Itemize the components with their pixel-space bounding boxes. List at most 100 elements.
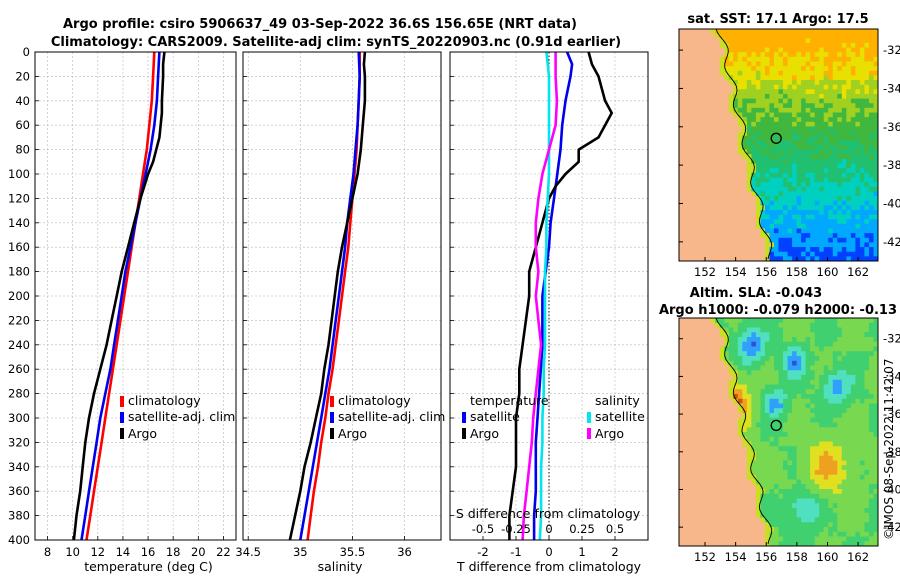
map-cell xyxy=(697,121,703,127)
map-cell xyxy=(737,370,743,376)
map-cell xyxy=(728,149,734,155)
map-cell xyxy=(746,177,752,183)
map-cell xyxy=(769,493,775,499)
map-cell xyxy=(846,228,852,234)
map-cell xyxy=(819,228,825,234)
map-cell xyxy=(755,427,761,433)
map-cell xyxy=(873,422,879,428)
map-cell xyxy=(764,484,770,490)
map-cell xyxy=(814,341,820,347)
map-cell xyxy=(846,168,852,174)
map-cell xyxy=(796,394,802,400)
map-cell xyxy=(778,384,784,390)
map-cell xyxy=(746,103,752,109)
map-cell xyxy=(688,247,693,253)
map-cell xyxy=(873,29,879,35)
map-cell xyxy=(823,498,829,504)
map-cell xyxy=(697,389,703,395)
map-cell xyxy=(873,375,879,381)
map-cell xyxy=(859,117,865,123)
map-cell xyxy=(810,531,816,537)
map-cell xyxy=(778,436,784,442)
map-cell xyxy=(850,503,856,509)
map-cell xyxy=(724,327,730,333)
map-cell xyxy=(697,531,703,537)
map-cell xyxy=(828,149,834,155)
map-y-tick-label: -32 xyxy=(883,43,900,57)
difference-xlabel: T difference from climatology xyxy=(456,559,642,574)
map-cell xyxy=(728,436,734,442)
map-cell xyxy=(846,484,852,490)
map-cell xyxy=(859,517,865,523)
map-cell xyxy=(801,38,807,44)
map-cell xyxy=(805,455,811,461)
map-cell xyxy=(819,346,825,352)
map-cell xyxy=(837,460,843,466)
map-cell xyxy=(868,98,874,104)
map-cell xyxy=(751,131,757,137)
map-cell xyxy=(859,154,865,160)
map-cell xyxy=(733,394,739,400)
map-cell xyxy=(787,237,793,243)
map-cell xyxy=(746,489,752,495)
map-cell xyxy=(769,484,775,490)
map-cell xyxy=(701,541,707,547)
map-cell xyxy=(773,182,779,188)
map-cell xyxy=(692,251,698,257)
map-cell xyxy=(814,398,820,404)
map-cell xyxy=(719,242,725,248)
map-cell xyxy=(773,33,779,39)
map-cell xyxy=(692,233,698,239)
map-cell xyxy=(692,121,698,127)
map-cell xyxy=(683,512,689,518)
map-cell xyxy=(701,93,707,99)
map-cell xyxy=(846,436,852,442)
map-cell xyxy=(773,332,779,338)
map-cell xyxy=(828,460,834,466)
map-cell xyxy=(710,233,716,239)
map-cell xyxy=(787,107,793,113)
map-cell xyxy=(778,140,784,146)
map-cell xyxy=(855,205,861,211)
map-cell xyxy=(701,531,707,537)
map-cell xyxy=(715,541,721,547)
map-cell xyxy=(828,489,834,495)
map-cell xyxy=(805,247,811,253)
series-line-climatology xyxy=(85,51,156,541)
map-cell xyxy=(792,541,797,547)
map-cell xyxy=(715,186,721,192)
map-cell xyxy=(832,384,838,390)
map-cell xyxy=(846,84,852,90)
map-cell xyxy=(751,70,757,76)
map-cell xyxy=(697,168,703,174)
map-cell xyxy=(828,84,834,90)
map-cell xyxy=(846,441,852,447)
map-cell xyxy=(823,209,829,215)
map-cell xyxy=(778,474,784,480)
map-cell xyxy=(755,70,761,76)
map-cell xyxy=(701,163,707,169)
map-cell xyxy=(728,498,734,504)
map-cell xyxy=(778,531,784,537)
map-cell xyxy=(810,341,816,347)
map-cell xyxy=(823,455,829,461)
map-cell xyxy=(778,394,784,400)
map-cell xyxy=(805,209,811,215)
map-cell xyxy=(746,205,752,211)
map-cell xyxy=(719,332,725,338)
map-cell xyxy=(837,140,843,146)
map-cell xyxy=(737,237,743,243)
map-cell xyxy=(679,149,684,155)
map-cell xyxy=(697,196,703,202)
map-cell xyxy=(737,70,743,76)
map-cell xyxy=(814,47,820,53)
map-cell xyxy=(787,394,793,400)
map-cell xyxy=(850,177,856,183)
map-cell xyxy=(692,158,698,164)
map-cell xyxy=(859,455,865,461)
map-cell xyxy=(846,145,852,151)
map-cell xyxy=(783,332,788,338)
map-cell xyxy=(796,168,802,174)
map-cell xyxy=(819,403,825,409)
map-cell xyxy=(688,84,693,90)
